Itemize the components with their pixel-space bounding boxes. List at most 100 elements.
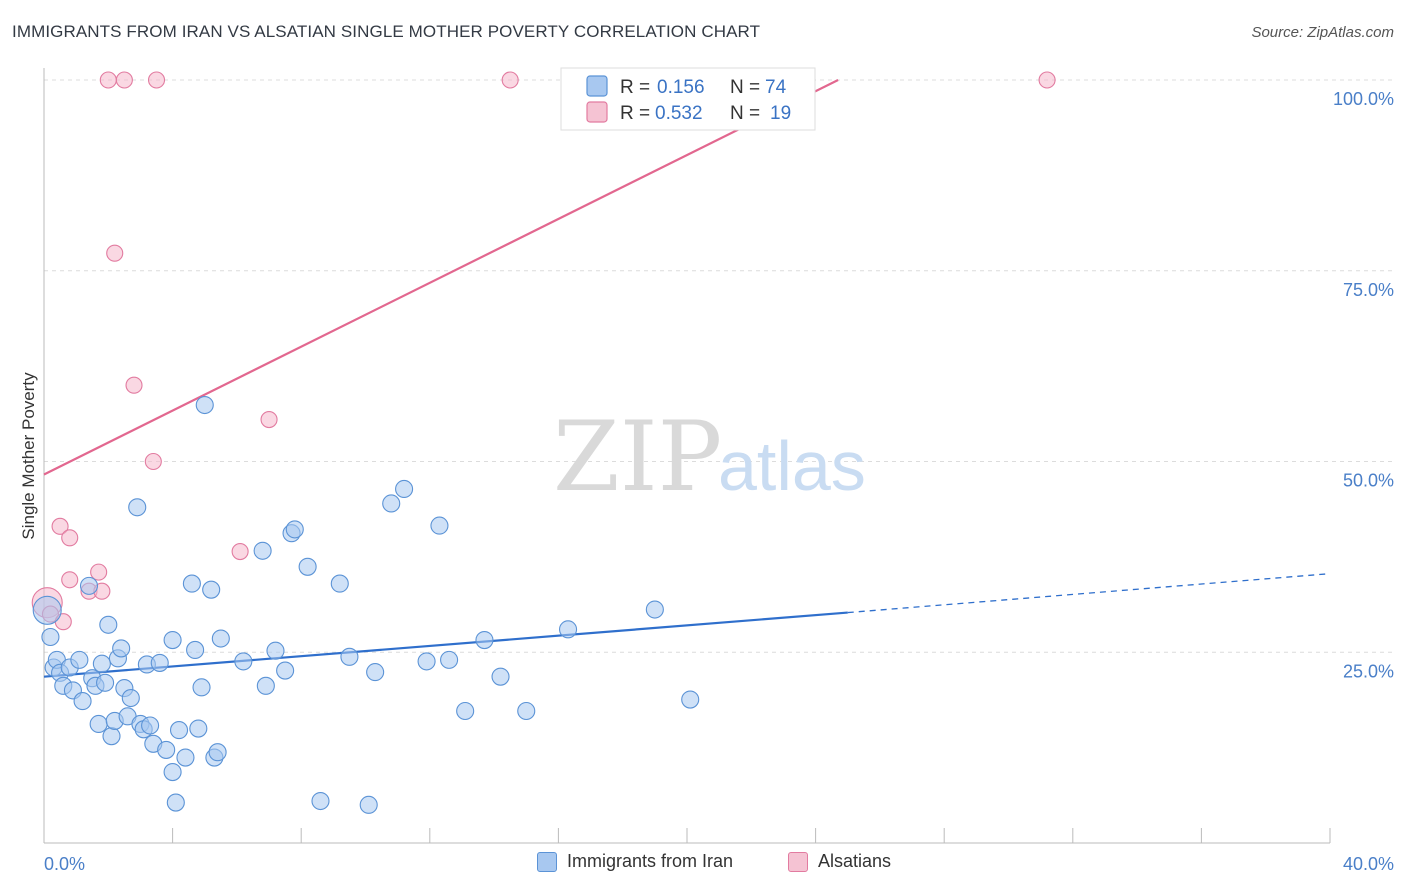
iran-point xyxy=(266,641,285,660)
iran-point xyxy=(128,498,147,517)
iran-point xyxy=(41,627,60,647)
iran-point xyxy=(112,639,131,658)
trend-line-alsatian xyxy=(43,79,839,476)
legend-label-iran: Immigrants from Iran xyxy=(567,851,734,871)
iran-point xyxy=(73,692,92,711)
iran-point xyxy=(211,629,230,648)
legend-swatch-iran xyxy=(586,75,608,97)
iran-point xyxy=(192,678,211,697)
iran-point xyxy=(340,647,359,666)
iran-point xyxy=(311,791,330,811)
alsatian-point xyxy=(125,376,143,394)
x-tick-labels: 0.0% 40.0% xyxy=(44,854,1394,874)
iran-point xyxy=(417,652,436,671)
legend-n-value-alsatian: 19 xyxy=(770,103,791,124)
iran-point xyxy=(92,654,111,673)
iran-point xyxy=(202,580,221,599)
iran-point xyxy=(517,701,536,721)
alsatian-point xyxy=(260,410,278,429)
iran-point xyxy=(163,630,182,650)
iran-point xyxy=(285,520,304,539)
iran-point xyxy=(169,721,189,740)
trend-line-iran xyxy=(43,611,848,678)
iran-point xyxy=(150,653,169,672)
alsatian-point xyxy=(147,71,166,89)
iran-point xyxy=(189,719,208,738)
iran-point xyxy=(456,701,475,721)
iran-point xyxy=(359,795,378,814)
watermark-zip: ZIP xyxy=(553,401,722,513)
iran-points xyxy=(32,395,700,814)
legend-swatch-alsatian-bottom xyxy=(788,851,808,872)
x-tick-label-min: 0.0% xyxy=(44,854,85,874)
alsatian-point xyxy=(501,71,519,89)
iran-point xyxy=(32,595,62,625)
alsatian-point xyxy=(99,71,117,89)
trend-lines xyxy=(43,79,1331,678)
iran-point xyxy=(276,661,295,680)
iran-point xyxy=(141,716,160,735)
legend-item-iran: Immigrants from Iran xyxy=(537,851,733,872)
legend-r-value-iran: 0.156 xyxy=(657,77,705,98)
iran-point xyxy=(166,793,185,812)
iran-point xyxy=(382,494,401,513)
iran-point xyxy=(234,652,253,671)
iran-point xyxy=(208,743,227,762)
iran-point xyxy=(645,600,664,619)
iran-point xyxy=(89,714,108,734)
legend-n-value-iran: 74 xyxy=(765,77,787,98)
source-label: Source: ZipAtlas.com xyxy=(1251,24,1394,41)
iran-point xyxy=(121,688,140,708)
legend-item-alsatian: Alsatians xyxy=(788,851,891,872)
alsatian-point xyxy=(1038,71,1056,89)
y-tick-label-50: 50.0% xyxy=(1343,471,1394,491)
x-tick-label-max: 40.0% xyxy=(1343,854,1394,874)
iran-point xyxy=(99,615,118,634)
iran-point xyxy=(176,748,195,767)
iran-point xyxy=(395,479,414,499)
grid-lines xyxy=(44,79,1394,653)
legend-n-label-iran: N = xyxy=(730,77,760,98)
iran-point xyxy=(681,690,700,709)
chart-title: IMMIGRANTS FROM IRAN VS ALSATIAN SINGLE … xyxy=(12,22,761,41)
iran-point xyxy=(102,727,121,746)
legend-label-alsatian: Alsatians xyxy=(818,851,892,871)
iran-point xyxy=(475,630,494,650)
legend-r-label-alsatian: R = xyxy=(620,103,650,124)
alsatian-point xyxy=(61,571,79,589)
iran-point xyxy=(195,395,214,415)
alsatian-point xyxy=(144,452,162,471)
iran-point xyxy=(298,557,317,576)
legend-swatch-iran-bottom xyxy=(537,851,557,872)
iran-point xyxy=(163,762,182,782)
trend-line-iran-extension xyxy=(847,573,1331,614)
iran-point xyxy=(182,574,201,593)
iran-point xyxy=(186,640,205,660)
watermark-atlas: atlas xyxy=(718,427,866,505)
legend-r-label-iran: R = xyxy=(620,77,650,98)
alsatian-point xyxy=(106,244,124,262)
y-tick-label-75: 75.0% xyxy=(1343,280,1394,300)
alsatian-point xyxy=(115,71,133,89)
legend-swatch-alsatian xyxy=(586,101,608,123)
y-tick-labels: 25.0% 50.0% 75.0% 100.0% xyxy=(1333,89,1394,681)
iran-point xyxy=(440,650,459,669)
y-axis-label: Single Mother Poverty xyxy=(19,372,38,540)
iran-point xyxy=(70,650,89,669)
x-axis-ticks xyxy=(43,828,1331,843)
legend-n-label-alsatian: N = xyxy=(730,103,760,124)
iran-point xyxy=(558,620,578,639)
iran-point xyxy=(157,740,176,759)
iran-point xyxy=(491,667,510,686)
iran-point xyxy=(253,541,272,560)
alsatian-point xyxy=(231,542,249,561)
alsatian-point xyxy=(51,517,69,535)
iran-point xyxy=(96,673,115,692)
legend-top: R = 0.156 N = 74 R = 0.532 N = 19 xyxy=(560,67,816,131)
iran-point xyxy=(366,663,385,682)
iran-point xyxy=(330,574,349,593)
iran-point xyxy=(256,676,275,695)
alsatian-point xyxy=(90,563,108,581)
alsatian-points xyxy=(31,71,1056,631)
